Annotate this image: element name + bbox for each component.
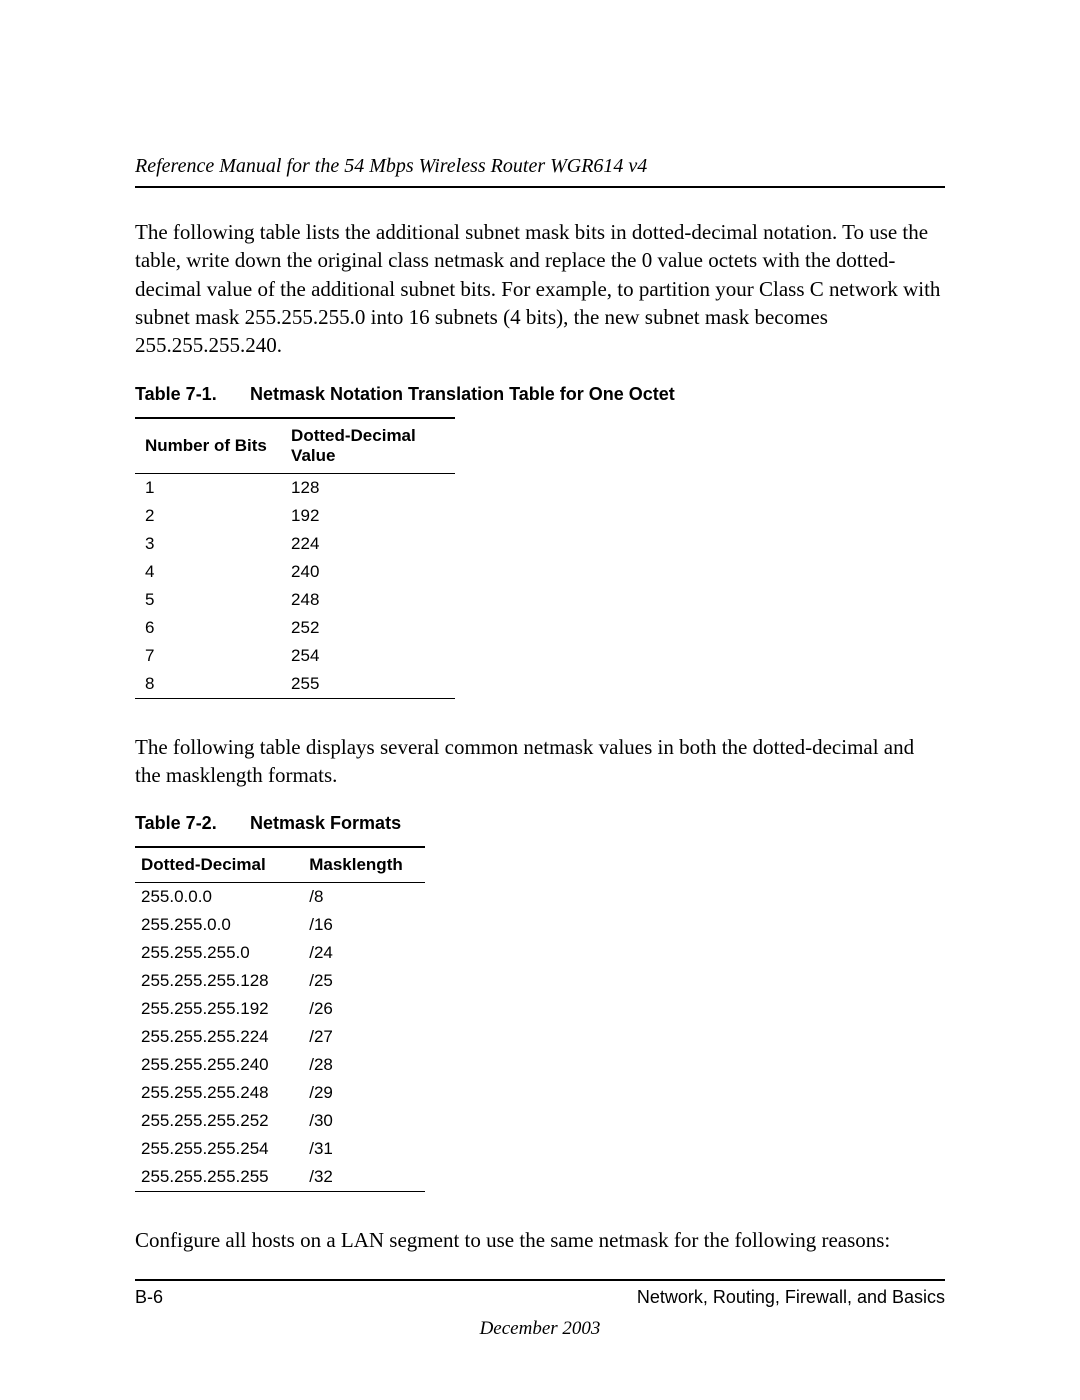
- cell: 240: [285, 558, 455, 586]
- table-1-col-1: Dotted-Decimal Value: [285, 418, 455, 474]
- cell: 8: [135, 670, 285, 699]
- footer-section-title: Network, Routing, Firewall, and Basics: [637, 1287, 945, 1308]
- cell: 255: [285, 670, 455, 699]
- cell: 6: [135, 614, 285, 642]
- cell: 192: [285, 502, 455, 530]
- table-2: Dotted-Decimal Masklength 255.0.0.0/8 25…: [135, 846, 425, 1192]
- table-1-caption-label: Table 7-1.: [135, 384, 245, 405]
- table-row: 3224: [135, 530, 455, 558]
- cell: 255.255.255.128: [135, 967, 303, 995]
- cell: /8: [303, 883, 425, 912]
- cell: 128: [285, 473, 455, 502]
- cell: /16: [303, 911, 425, 939]
- cell: /30: [303, 1107, 425, 1135]
- table-row: 255.0.0.0/8: [135, 883, 425, 912]
- table-row: 255.255.255.128/25: [135, 967, 425, 995]
- cell: 252: [285, 614, 455, 642]
- paragraph-outro: Configure all hosts on a LAN segment to …: [135, 1226, 945, 1254]
- cell: 7: [135, 642, 285, 670]
- cell: /32: [303, 1163, 425, 1192]
- cell: 3: [135, 530, 285, 558]
- table-row: 255.255.255.255/32: [135, 1163, 425, 1192]
- table-row: 255.255.0.0/16: [135, 911, 425, 939]
- table-row: 255.255.255.254/31: [135, 1135, 425, 1163]
- cell: /27: [303, 1023, 425, 1051]
- cell: 2: [135, 502, 285, 530]
- table-row: 255.255.255.224/27: [135, 1023, 425, 1051]
- cell: /29: [303, 1079, 425, 1107]
- cell: /25: [303, 967, 425, 995]
- table-1: Number of Bits Dotted-Decimal Value 1128…: [135, 417, 455, 699]
- cell: 248: [285, 586, 455, 614]
- cell: 254: [285, 642, 455, 670]
- cell: 255.255.255.224: [135, 1023, 303, 1051]
- table-2-header-row: Dotted-Decimal Masklength: [135, 847, 425, 883]
- table-row: 4240: [135, 558, 455, 586]
- table-row: 6252: [135, 614, 455, 642]
- cell: 255.255.255.255: [135, 1163, 303, 1192]
- cell: 255.255.255.192: [135, 995, 303, 1023]
- table-1-caption-title: Netmask Notation Translation Table for O…: [250, 384, 675, 404]
- page: Reference Manual for the 54 Mbps Wireles…: [0, 0, 1080, 1400]
- cell: 255.255.255.240: [135, 1051, 303, 1079]
- table-2-col-0: Dotted-Decimal: [135, 847, 303, 883]
- cell: 255.255.255.248: [135, 1079, 303, 1107]
- table-row: 7254: [135, 642, 455, 670]
- cell: 1: [135, 473, 285, 502]
- table-row: 5248: [135, 586, 455, 614]
- running-header: Reference Manual for the 54 Mbps Wireles…: [135, 155, 945, 188]
- cell: 224: [285, 530, 455, 558]
- table-row: 255.255.255.240/28: [135, 1051, 425, 1079]
- cell: /24: [303, 939, 425, 967]
- footer-page-number: B-6: [135, 1287, 163, 1308]
- cell: 255.255.255.0: [135, 939, 303, 967]
- table-1-caption: Table 7-1. Netmask Notation Translation …: [135, 384, 945, 405]
- cell: 255.0.0.0: [135, 883, 303, 912]
- table-2-caption-label: Table 7-2.: [135, 813, 245, 834]
- table-row: 255.255.255.248/29: [135, 1079, 425, 1107]
- cell: 4: [135, 558, 285, 586]
- table-row: 255.255.255.252/30: [135, 1107, 425, 1135]
- table-2-col-1: Masklength: [303, 847, 425, 883]
- cell: /28: [303, 1051, 425, 1079]
- table-row: 255.255.255.192/26: [135, 995, 425, 1023]
- cell: 255.255.0.0: [135, 911, 303, 939]
- table-row: 2192: [135, 502, 455, 530]
- footer: B-6 Network, Routing, Firewall, and Basi…: [135, 1279, 945, 1308]
- cell: /31: [303, 1135, 425, 1163]
- cell: 255.255.255.254: [135, 1135, 303, 1163]
- table-2-caption: Table 7-2. Netmask Formats: [135, 813, 945, 834]
- paragraph-intro-2: The following table displays several com…: [135, 733, 945, 790]
- cell: /26: [303, 995, 425, 1023]
- table-1-col-0: Number of Bits: [135, 418, 285, 474]
- table-row: 255.255.255.0/24: [135, 939, 425, 967]
- table-row: 8255: [135, 670, 455, 699]
- table-row: 1128: [135, 473, 455, 502]
- cell: 255.255.255.252: [135, 1107, 303, 1135]
- footer-date: December 2003: [135, 1318, 945, 1340]
- paragraph-intro-1: The following table lists the additional…: [135, 218, 945, 360]
- cell: 5: [135, 586, 285, 614]
- table-1-header-row: Number of Bits Dotted-Decimal Value: [135, 418, 455, 474]
- table-2-caption-title: Netmask Formats: [250, 813, 401, 833]
